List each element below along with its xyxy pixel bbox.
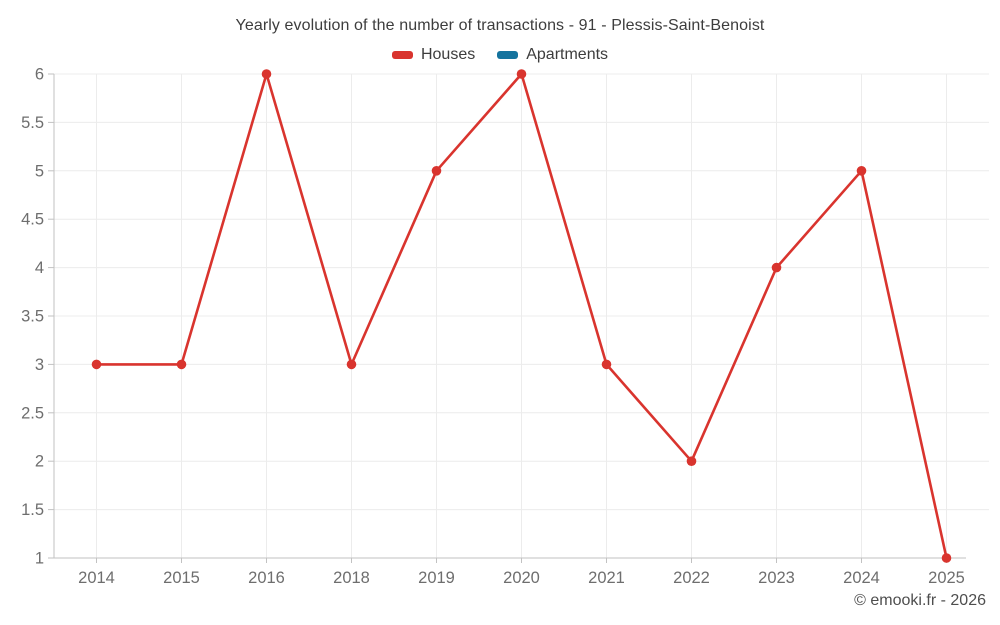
series-layer: [91, 69, 952, 563]
legend-label-apartments: Apartments: [526, 46, 609, 63]
data-point-houses-2022[interactable]: [686, 456, 697, 467]
legend-swatch-houses-icon: [391, 51, 413, 59]
y-tick-label: 3: [35, 356, 44, 374]
x-tick-label: 2019: [418, 569, 455, 587]
data-point-houses-2018[interactable]: [346, 359, 357, 370]
y-tick-label: 2.5: [21, 404, 44, 422]
y-tick-label: 2: [35, 453, 44, 471]
grid-layer: [54, 73, 989, 558]
y-tick-label: 3.5: [21, 308, 44, 326]
y-tick-label: 5: [35, 162, 44, 180]
y-tick-label: 4.5: [21, 211, 44, 229]
data-point-houses-2016[interactable]: [261, 69, 272, 79]
y-tick-label: 4: [35, 259, 44, 277]
x-tick-label: 2015: [163, 569, 200, 587]
x-tick-label: 2021: [588, 569, 625, 587]
x-tick-label: 2020: [503, 569, 540, 587]
data-point-houses-2021[interactable]: [601, 359, 612, 370]
legend-swatch-apartments-icon: [497, 51, 519, 59]
y-tick-label: 5.5: [21, 114, 44, 132]
axis-layer: [48, 73, 966, 563]
data-point-houses-2023[interactable]: [771, 262, 782, 273]
tick-label-layer: 1 1.5 2 2.5 3 3.5 4 4.5 5 5.5 6 2014 2015 2016 2018 201…: [21, 66, 965, 588]
x-tick-label: 2014: [78, 569, 115, 587]
x-tick-label: 2023: [758, 569, 795, 587]
data-point-houses-2024[interactable]: [856, 166, 867, 176]
data-point-houses-2015[interactable]: [176, 359, 187, 370]
x-tick-label: 2025: [928, 569, 965, 587]
x-tick-label: 2022: [673, 569, 710, 587]
x-tick-label: 2024: [843, 569, 880, 587]
data-point-houses-2019[interactable]: [431, 166, 442, 176]
legend: Houses Apartments: [0, 46, 1000, 64]
x-tick-label: 2016: [248, 569, 285, 587]
y-tick-label: 1.5: [21, 501, 44, 519]
legend-item-apartments[interactable]: Apartments: [497, 46, 608, 64]
y-tick-label: 6: [35, 66, 44, 84]
x-tick-label: 2018: [333, 569, 370, 587]
watermark: © emooki.fr - 2026: [854, 592, 986, 609]
y-tick-label: 1: [35, 550, 44, 568]
legend-item-houses[interactable]: Houses: [391, 46, 476, 64]
data-point-houses-2025[interactable]: [941, 553, 952, 563]
chart-title: Yearly evolution of the number of transa…: [235, 17, 765, 34]
data-point-houses-2014[interactable]: [91, 359, 102, 370]
data-point-houses-2020[interactable]: [516, 69, 527, 79]
legend-label-houses: Houses: [420, 46, 476, 63]
